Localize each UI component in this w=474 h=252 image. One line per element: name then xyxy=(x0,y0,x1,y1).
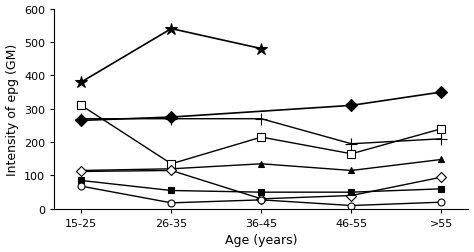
Y-axis label: Intensity of epg (GM): Intensity of epg (GM) xyxy=(6,43,18,175)
X-axis label: Age (years): Age (years) xyxy=(225,234,298,246)
